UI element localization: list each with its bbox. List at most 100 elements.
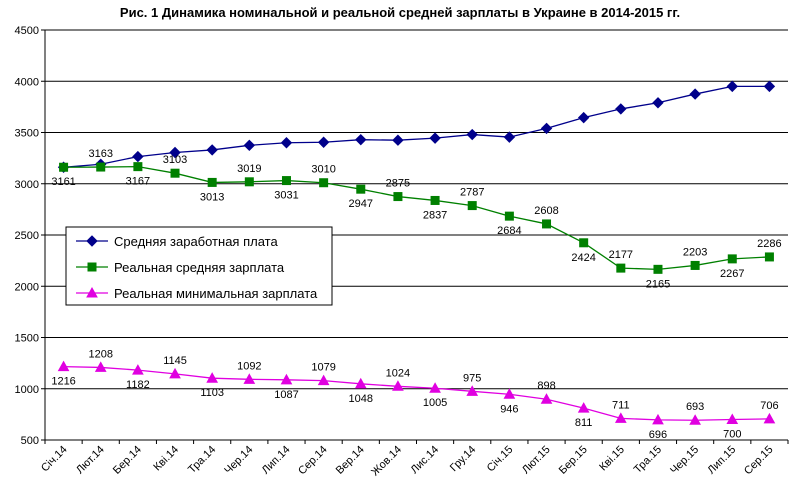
x-tick-label: Бер.14 [111, 444, 144, 477]
data-label: 1005 [423, 397, 447, 409]
data-point-diamond [243, 139, 256, 152]
data-label: 1145 [163, 355, 187, 367]
data-point-diamond [615, 103, 627, 115]
data-point-diamond [726, 80, 738, 93]
data-label: 3103 [163, 154, 187, 166]
x-tick-label: Лип.15 [705, 444, 738, 477]
legend-box [65, 226, 333, 306]
data-labels: 3161 3163 3167 3103 3013 3019 3031 3010 2947 2875… [51, 148, 781, 441]
x-tick-label: Лис.14 [409, 444, 442, 477]
chart-title: Рис. 1 Динамика номинальной и реальной с… [119, 5, 681, 20]
data-point-square [393, 192, 403, 202]
data-point-triangle [317, 374, 330, 386]
data-point-diamond [206, 144, 218, 156]
data-point-triangle [763, 412, 776, 424]
data-point-triangle [392, 380, 404, 391]
data-label: 811 [575, 417, 593, 429]
data-label: 2875 [386, 178, 410, 190]
series-line-2 [63, 165, 770, 270]
x-tick-label: Чер.15 [668, 444, 701, 477]
data-point-triangle [614, 412, 627, 423]
y-tick-label: 2000 [15, 281, 39, 293]
x-tick-label: Гру.14 [448, 444, 478, 474]
data-label: 3031 [274, 190, 298, 202]
data-label: 1079 [311, 362, 335, 374]
series-line-1 [63, 85, 770, 168]
x-tick-label: Тра.14 [186, 444, 218, 476]
data-label: 1103 [200, 387, 224, 399]
y-tick-label: 1500 [15, 333, 39, 345]
data-point-triangle [652, 413, 664, 425]
data-point-triangle [577, 402, 590, 413]
data-point-triangle [540, 393, 553, 404]
data-label: 696 [649, 429, 667, 441]
data-point-diamond [429, 132, 441, 144]
data-point-square [59, 162, 69, 172]
data-point-square [727, 254, 737, 264]
x-tick-label: Лип.14 [260, 444, 293, 477]
data-point-square [207, 177, 217, 187]
data-point-square [319, 178, 329, 188]
data-label: 946 [500, 403, 518, 415]
data-point-triangle [57, 360, 70, 372]
data-point-triangle [94, 361, 107, 372]
data-label: 2177 [609, 249, 633, 261]
data-point-diamond [689, 88, 701, 100]
data-label: 1182 [126, 379, 150, 391]
x-tick-label: Тра.15 [632, 444, 664, 476]
data-point-triangle [243, 373, 256, 384]
data-label: 3010 [311, 164, 335, 176]
data-label: 2947 [349, 198, 373, 210]
data-point-square [244, 177, 254, 187]
data-point-square [96, 162, 106, 172]
data-label: 1024 [386, 367, 410, 379]
data-point-diamond [355, 133, 367, 146]
series-line-3 [63, 365, 770, 421]
data-point-square [690, 260, 700, 270]
data-point-triangle [86, 286, 98, 298]
data-label: 711 [612, 399, 630, 411]
data-point-diamond [763, 80, 776, 93]
x-tick-label: Жов.14 [369, 444, 404, 479]
data-point-triangle [132, 364, 144, 375]
data-point-triangle [466, 385, 479, 396]
data-label: 2424 [571, 252, 595, 264]
data-point-square [504, 211, 514, 221]
data-label: 1048 [349, 393, 373, 405]
data-point-triangle [354, 377, 367, 389]
data-point-triangle [689, 414, 701, 425]
x-tick-label: Січ.14 [39, 444, 70, 475]
x-tick-label: Кві.14 [151, 444, 181, 474]
data-point-square [579, 238, 589, 248]
legend-label: Средняя заработная плата [114, 234, 278, 249]
y-tick-label: 3500 [15, 128, 39, 140]
x-tick-label: Лют.15 [520, 444, 553, 477]
data-label: 706 [760, 400, 778, 412]
data-label: 3013 [200, 191, 224, 203]
series-group [57, 80, 776, 425]
data-label: 2165 [646, 278, 670, 290]
y-tick-label: 4500 [15, 25, 39, 37]
data-point-diamond [392, 134, 404, 146]
data-point-square [356, 184, 366, 194]
x-tick-label: Січ.15 [485, 444, 516, 475]
data-point-diamond [466, 128, 478, 141]
data-point-diamond [317, 136, 330, 148]
data-point-square [133, 162, 143, 172]
data-point-triangle [503, 388, 516, 399]
data-point-square [87, 262, 97, 272]
data-point-square [281, 176, 291, 186]
data-point-square [542, 219, 552, 229]
x-tick-label: Вер.14 [334, 444, 367, 477]
x-axis: Січ.14 Лют.14 Бер.14 Кві.14 Тра.14 Чер.14 Лип.… [39, 439, 789, 479]
data-label: 693 [686, 401, 704, 413]
data-label: 1216 [51, 376, 75, 388]
data-label: 975 [463, 372, 481, 384]
data-point-triangle [206, 372, 219, 383]
data-point-diamond [652, 97, 664, 109]
data-label: 2286 [757, 238, 781, 250]
data-label: 3163 [88, 148, 112, 160]
y-tick-label: 4000 [15, 76, 39, 88]
data-point-diamond [132, 150, 144, 163]
data-point-square [430, 195, 440, 205]
